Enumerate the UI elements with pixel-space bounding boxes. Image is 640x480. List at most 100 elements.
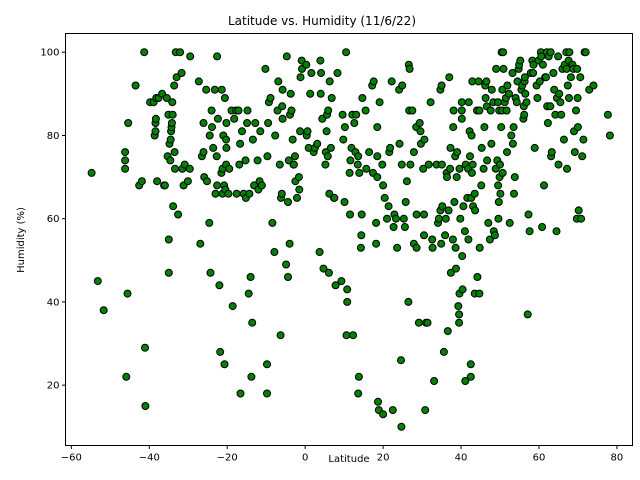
data-point bbox=[327, 94, 336, 102]
data-point bbox=[444, 206, 453, 215]
data-point bbox=[222, 135, 231, 144]
data-point bbox=[559, 135, 568, 144]
data-point bbox=[395, 139, 404, 148]
data-point bbox=[340, 123, 349, 132]
data-point bbox=[380, 193, 389, 202]
data-point bbox=[499, 48, 508, 57]
data-point bbox=[243, 106, 252, 115]
plot-frame bbox=[65, 33, 633, 446]
data-point bbox=[319, 264, 328, 273]
data-point bbox=[321, 160, 330, 169]
data-point bbox=[296, 73, 305, 82]
data-point bbox=[241, 156, 250, 165]
data-point bbox=[533, 94, 542, 102]
data-point bbox=[434, 214, 443, 223]
data-point bbox=[340, 198, 349, 206]
data-point bbox=[338, 110, 347, 119]
data-point bbox=[475, 106, 484, 115]
data-point bbox=[141, 402, 150, 410]
data-point bbox=[542, 73, 550, 82]
data-point bbox=[353, 160, 362, 169]
x-tick-label: 40 bbox=[455, 453, 468, 464]
data-point bbox=[167, 119, 176, 127]
data-point bbox=[373, 123, 382, 132]
data-point bbox=[333, 69, 342, 77]
data-point bbox=[212, 152, 221, 161]
data-point bbox=[438, 202, 447, 211]
data-point bbox=[485, 235, 494, 244]
data-point bbox=[498, 85, 507, 94]
data-point bbox=[512, 98, 521, 107]
data-point bbox=[358, 94, 367, 102]
data-point bbox=[555, 89, 564, 98]
data-point bbox=[470, 189, 479, 198]
data-point bbox=[525, 227, 534, 236]
data-point bbox=[503, 81, 512, 90]
data-point bbox=[274, 77, 283, 86]
data-point bbox=[174, 210, 183, 219]
data-point bbox=[205, 131, 214, 140]
data-point bbox=[522, 98, 531, 107]
data-point bbox=[441, 214, 450, 223]
data-point bbox=[428, 235, 437, 244]
data-point bbox=[453, 148, 462, 157]
data-point bbox=[445, 73, 454, 82]
data-point bbox=[224, 189, 233, 198]
data-point bbox=[402, 177, 411, 186]
data-point bbox=[379, 181, 388, 190]
data-point bbox=[466, 152, 474, 161]
data-point bbox=[450, 198, 459, 206]
data-point bbox=[502, 106, 511, 115]
data-point bbox=[471, 206, 480, 215]
data-point bbox=[420, 135, 429, 144]
data-point bbox=[238, 127, 246, 136]
data-point bbox=[550, 85, 559, 94]
data-point bbox=[330, 193, 339, 202]
data-point bbox=[168, 110, 177, 119]
data-point bbox=[538, 223, 547, 231]
data-point bbox=[285, 239, 294, 248]
data-point bbox=[446, 164, 455, 173]
data-point bbox=[563, 164, 571, 173]
data-point bbox=[576, 73, 585, 82]
data-point bbox=[437, 239, 446, 248]
data-point bbox=[397, 160, 406, 169]
data-point bbox=[443, 327, 452, 336]
data-point bbox=[131, 81, 140, 90]
data-point bbox=[248, 318, 257, 327]
data-point bbox=[475, 243, 484, 252]
data-point bbox=[365, 148, 374, 157]
data-point bbox=[524, 210, 533, 219]
data-point bbox=[426, 98, 435, 107]
data-point bbox=[369, 77, 378, 86]
data-point bbox=[458, 252, 467, 261]
data-point bbox=[141, 343, 149, 352]
data-point bbox=[496, 189, 505, 198]
data-point bbox=[441, 231, 450, 240]
data-point bbox=[325, 77, 334, 86]
data-point bbox=[196, 239, 205, 248]
data-point bbox=[343, 285, 352, 294]
data-point bbox=[457, 106, 466, 115]
data-point bbox=[357, 231, 366, 240]
data-point bbox=[389, 223, 398, 231]
y-tick-label: 100 bbox=[40, 48, 59, 59]
data-point bbox=[284, 273, 292, 281]
data-point bbox=[248, 135, 257, 144]
data-point bbox=[343, 297, 352, 306]
data-point bbox=[549, 69, 558, 77]
data-point bbox=[563, 81, 572, 90]
data-point bbox=[354, 372, 363, 381]
data-point bbox=[331, 281, 340, 290]
data-point bbox=[266, 94, 275, 102]
data-point bbox=[278, 102, 287, 111]
data-point bbox=[177, 69, 186, 77]
data-point bbox=[482, 77, 491, 86]
data-point bbox=[168, 98, 177, 107]
data-point bbox=[288, 135, 297, 144]
data-point bbox=[199, 119, 208, 127]
data-point bbox=[263, 360, 271, 369]
data-point bbox=[449, 106, 458, 115]
data-points bbox=[87, 48, 614, 431]
data-point bbox=[121, 164, 130, 173]
